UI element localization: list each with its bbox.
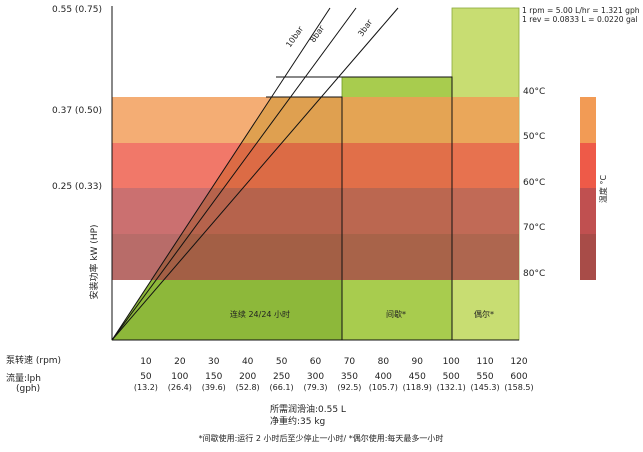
x-tick-gph-2: (26.4) — [168, 383, 192, 392]
temperature-legend-swatch-4 — [580, 234, 596, 280]
x-tick-lph-11: 550 — [476, 372, 493, 382]
x-tick-rpm-9: 90 — [412, 357, 424, 367]
y-axis-title: 安装功率 kW (HP) — [88, 224, 100, 299]
y-tick-label-2: 0.37 (0.50) — [52, 106, 102, 116]
x-tick-lph-1: 50 — [140, 372, 152, 382]
temperature-band-4 — [112, 234, 519, 280]
footnote: *间歇使用:运行 2 小时后至少停止一小时/ *偶尔使用:每天最多一小时 — [199, 433, 444, 443]
x-tick-lph-5: 250 — [273, 372, 290, 382]
pressure-line-3 — [111, 7, 399, 341]
x-tick-rpm-4: 40 — [242, 357, 254, 367]
x-row-flow-title: 流量:lph — [6, 372, 41, 384]
x-tick-lph-12: 600 — [510, 372, 527, 382]
temperature-label-2: 50°C — [523, 132, 545, 142]
x-tick-gph-10: (132.1) — [437, 383, 466, 392]
temperature-label-3: 60°C — [523, 178, 545, 188]
temperature-bands — [112, 97, 519, 280]
x-tick-gph-5: (66.1) — [270, 383, 294, 392]
x-tick-gph-4: (52.8) — [236, 383, 260, 392]
x-tick-gph-11: (145.3) — [471, 383, 500, 392]
x-tick-rpm-2: 20 — [174, 357, 186, 367]
x-tick-lph-4: 200 — [239, 372, 256, 382]
temperature-label-5: 80°C — [523, 269, 545, 279]
x-tick-gph-7: (92.5) — [337, 383, 361, 392]
x-tick-lph-3: 150 — [205, 372, 222, 382]
duty-zone-label-2: 间歇* — [386, 309, 406, 319]
x-tick-rpm-12: 120 — [510, 357, 527, 367]
temperature-band-2 — [112, 143, 519, 188]
x-tick-rpm-8: 80 — [378, 357, 390, 367]
x-tick-rpm-10: 100 — [443, 357, 460, 367]
x-tick-gph-8: (105.7) — [369, 383, 398, 392]
note-weight: 净重约:35 kg — [270, 415, 325, 427]
temperature-band-3 — [112, 188, 519, 234]
x-tick-rpm-5: 50 — [276, 357, 288, 367]
x-tick-gph-1: (13.2) — [134, 383, 158, 392]
intermittent-duty-outline — [276, 76, 453, 340]
note-lubricant: 所需润滑油:0.55 L — [270, 403, 346, 415]
pressure-lines — [111, 7, 453, 341]
x-tick-gph-12: (158.5) — [504, 383, 533, 392]
axes — [111, 6, 519, 341]
duty-zone-label-1: 连续 24/24 小时 — [230, 309, 290, 319]
x-tick-rpm-11: 110 — [476, 357, 493, 367]
pressure-line-2 — [111, 7, 357, 341]
temperature-label-1: 40°C — [523, 87, 545, 97]
conversion-rpm: 1 rpm = 5.00 L/hr = 1.321 gph — [522, 6, 640, 15]
temperature-legend-title: 温度 °C — [598, 175, 608, 204]
x-tick-rpm-7: 70 — [344, 357, 356, 367]
temperature-legend-swatch-1 — [580, 97, 596, 143]
x-row-rpm-title: 泵转速 (rpm) — [6, 354, 61, 366]
duty-zone-label-3: 偶尔* — [474, 309, 494, 319]
pressure-label-3: 3bar — [356, 17, 374, 38]
temperature-legend-swatch-2 — [580, 143, 596, 188]
temperature-band-1 — [112, 97, 519, 143]
continuous-duty-outline — [266, 96, 343, 340]
x-tick-lph-7: 350 — [341, 372, 358, 382]
x-tick-lph-6: 300 — [307, 372, 324, 382]
x-tick-gph-9: (118.9) — [403, 383, 432, 392]
temperature-legend-swatch-3 — [580, 188, 596, 234]
y-tick-label-1: 0.55 (0.75) — [52, 5, 102, 15]
x-tick-lph-8: 400 — [375, 372, 392, 382]
x-tick-rpm-1: 10 — [140, 357, 152, 367]
x-tick-lph-2: 100 — [171, 372, 188, 382]
pressure-line-1 — [111, 7, 331, 341]
x-tick-rpm-6: 60 — [310, 357, 322, 367]
x-tick-lph-9: 450 — [409, 372, 426, 382]
x-tick-rpm-3: 30 — [208, 357, 220, 367]
conversion-rev: 1 rev = 0.0833 L = 0.0220 gal — [522, 15, 638, 24]
x-row-flow-unit: (gph) — [16, 384, 40, 394]
temperature-label-4: 70°C — [523, 223, 545, 233]
y-tick-label-3: 0.25 (0.33) — [52, 182, 102, 192]
x-tick-gph-6: (79.3) — [303, 383, 327, 392]
temperature-legend: 温度 °C — [580, 97, 608, 280]
x-tick-gph-3: (39.6) — [202, 383, 226, 392]
x-tick-lph-10: 500 — [443, 372, 460, 382]
